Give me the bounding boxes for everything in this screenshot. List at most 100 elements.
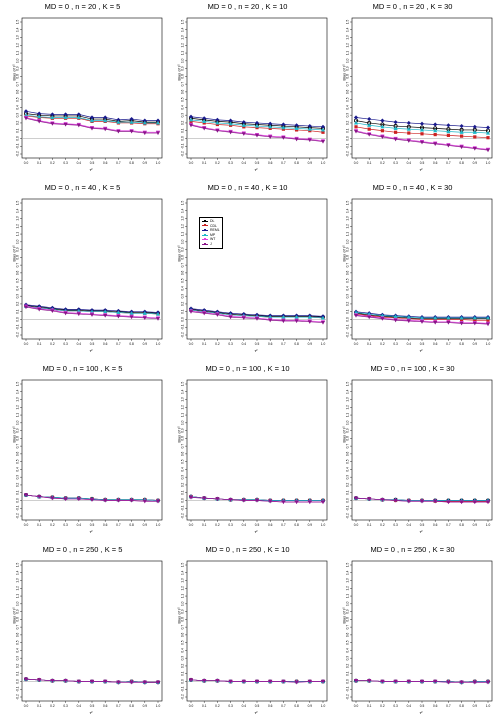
y-tick-label: 1.2	[16, 43, 20, 48]
data-point-j	[188, 310, 194, 314]
y-tick-label: 1.5	[346, 382, 350, 387]
y-tick-label: 0.3	[181, 294, 185, 299]
data-point-mp	[202, 119, 207, 123]
data-point-mp	[320, 127, 326, 132]
y-tick-label: 1.3	[346, 35, 350, 40]
data-point-reml	[228, 118, 233, 123]
y-tick-label: 0.2	[181, 121, 185, 126]
y-tick-label: 0.7	[346, 625, 350, 630]
data-point-j	[367, 679, 372, 683]
x-tick-label: 0.3	[63, 342, 68, 346]
data-point-j	[188, 123, 194, 128]
y-tick-label: 0.4	[346, 467, 350, 472]
x-tick-label: 0.0	[24, 704, 29, 708]
chart-panel-4: -0.2 -0.1 0.0 0.1 0.2 0.3 0.4 0.5 0.6 0.7 0.8 0.9 1.…	[0, 181, 165, 362]
data-point-mp	[188, 117, 194, 122]
y-tick-label: -0.1	[181, 143, 185, 149]
y-tick-label: 1.2	[181, 43, 185, 48]
data-point-j	[281, 319, 286, 324]
y-tick-label: 1.0	[16, 239, 20, 244]
data-point-mp	[307, 315, 312, 319]
data-point-j	[353, 496, 359, 501]
data-point-mp	[129, 120, 134, 124]
data-point-mp	[446, 315, 451, 320]
y-tick-label: 0.2	[181, 483, 185, 488]
x-tick-label: 0.0	[24, 161, 29, 165]
data-point-cdl	[354, 125, 358, 129]
x-tick-label: 0.8	[459, 704, 464, 708]
x-tick-label: 0.2	[50, 342, 55, 346]
x-tick-label: 0.9	[473, 523, 478, 527]
x-tick-label: 0.4	[407, 704, 412, 708]
y-tick-label: 1.1	[181, 51, 185, 56]
y-tick-label: 1.3	[16, 216, 20, 221]
legend-label: MP	[210, 232, 216, 237]
x-tick-label: 1.0	[156, 161, 161, 165]
x-tick-label: 0.4	[242, 523, 247, 527]
data-point-j	[63, 679, 68, 683]
y-tick-label: 1.5	[16, 201, 20, 206]
chart-plot-10: -0.2 -0.1 0.0 0.1 0.2 0.3 0.4 0.5 0.6 0.7 0.8 0.9 1.…	[16, 560, 163, 708]
panel-title: MD = 0 , n = 40 , K = 30	[372, 183, 453, 192]
chart-plot-5: -0.2 -0.1 0.0 0.1 0.2 0.3 0.4 0.5 0.6 0.7 0.8 0.9 1.…	[181, 198, 328, 346]
data-point-mp	[103, 118, 108, 123]
data-point-j	[294, 137, 299, 142]
data-point-j	[116, 129, 121, 134]
x-tick-label: 0.9	[308, 342, 313, 346]
y-tick-label: 0.2	[16, 121, 20, 126]
y-tick-label: -0.1	[346, 686, 350, 692]
x-tick-label: 0.9	[143, 523, 148, 527]
x-tick-label: 0.7	[116, 161, 121, 165]
data-point-j	[268, 135, 273, 139]
y-tick-label: -0.2	[181, 332, 185, 338]
y-tick-label: 0.8	[346, 255, 350, 260]
data-point-reml	[367, 116, 372, 122]
data-point-reml	[129, 116, 134, 122]
y-tick-label: 0.9	[181, 428, 185, 433]
chart-panel-10: -0.2 -0.1 0.0 0.1 0.2 0.3 0.4 0.5 0.6 0.7 0.8 0.9 1.…	[0, 543, 165, 724]
y-tick-label: 0.0	[16, 136, 20, 141]
x-tick-label: 0.2	[380, 523, 385, 527]
data-point-cdl	[420, 132, 424, 136]
y-tick-label: 0.0	[181, 317, 185, 322]
y-tick-label: 0.4	[181, 648, 185, 653]
data-point-mp	[268, 315, 273, 319]
x-tick-label: 0.8	[129, 161, 134, 165]
x-tick-label: 0.4	[77, 161, 82, 165]
y-tick-label: 0.7	[16, 82, 20, 87]
x-tick-label: 0.3	[393, 161, 398, 165]
x-tick-label: 0.6	[103, 161, 108, 165]
y-tick-label: 0.4	[346, 286, 350, 291]
y-tick-label: 0.2	[346, 302, 350, 307]
y-tick-label: 1.2	[181, 405, 185, 410]
y-tick-label: -0.2	[16, 151, 20, 157]
x-tick-label: 0.5	[420, 342, 425, 346]
data-point-mp	[433, 128, 438, 133]
y-tick-label: 1.4	[181, 27, 185, 32]
panel-title: MD = 0 , n = 20 , K = 10	[207, 2, 288, 11]
data-point-j	[241, 679, 246, 684]
data-point-j	[215, 679, 220, 683]
data-point-mp	[63, 115, 68, 120]
data-point-j	[485, 148, 491, 153]
data-point-mp	[433, 315, 438, 320]
data-point-cdl	[460, 134, 464, 138]
y-tick-label: 1.5	[181, 20, 185, 25]
y-tick-label: 0.5	[16, 97, 20, 102]
y-tick-label: 0.0	[181, 679, 185, 684]
y-tick-label: 0.6	[181, 270, 185, 275]
x-tick-label: 0.5	[420, 704, 425, 708]
data-point-j	[459, 500, 464, 505]
y-axis-label: Bias of τ²	[176, 607, 182, 624]
y-tick-label: 0.0	[16, 679, 20, 684]
data-point-j	[202, 311, 207, 316]
y-tick-label: -0.2	[346, 694, 350, 700]
x-axis-label: τ²	[254, 167, 258, 172]
y-axis-label: Bias of τ²	[341, 64, 347, 81]
data-point-j	[89, 126, 95, 131]
data-point-reml	[485, 125, 491, 130]
y-tick-label: 0.2	[346, 483, 350, 488]
panel-title: MD = 0 , n = 100 , K = 30	[370, 364, 455, 373]
y-tick-label: 0.9	[16, 428, 20, 433]
y-tick-label: 1.3	[181, 578, 185, 583]
